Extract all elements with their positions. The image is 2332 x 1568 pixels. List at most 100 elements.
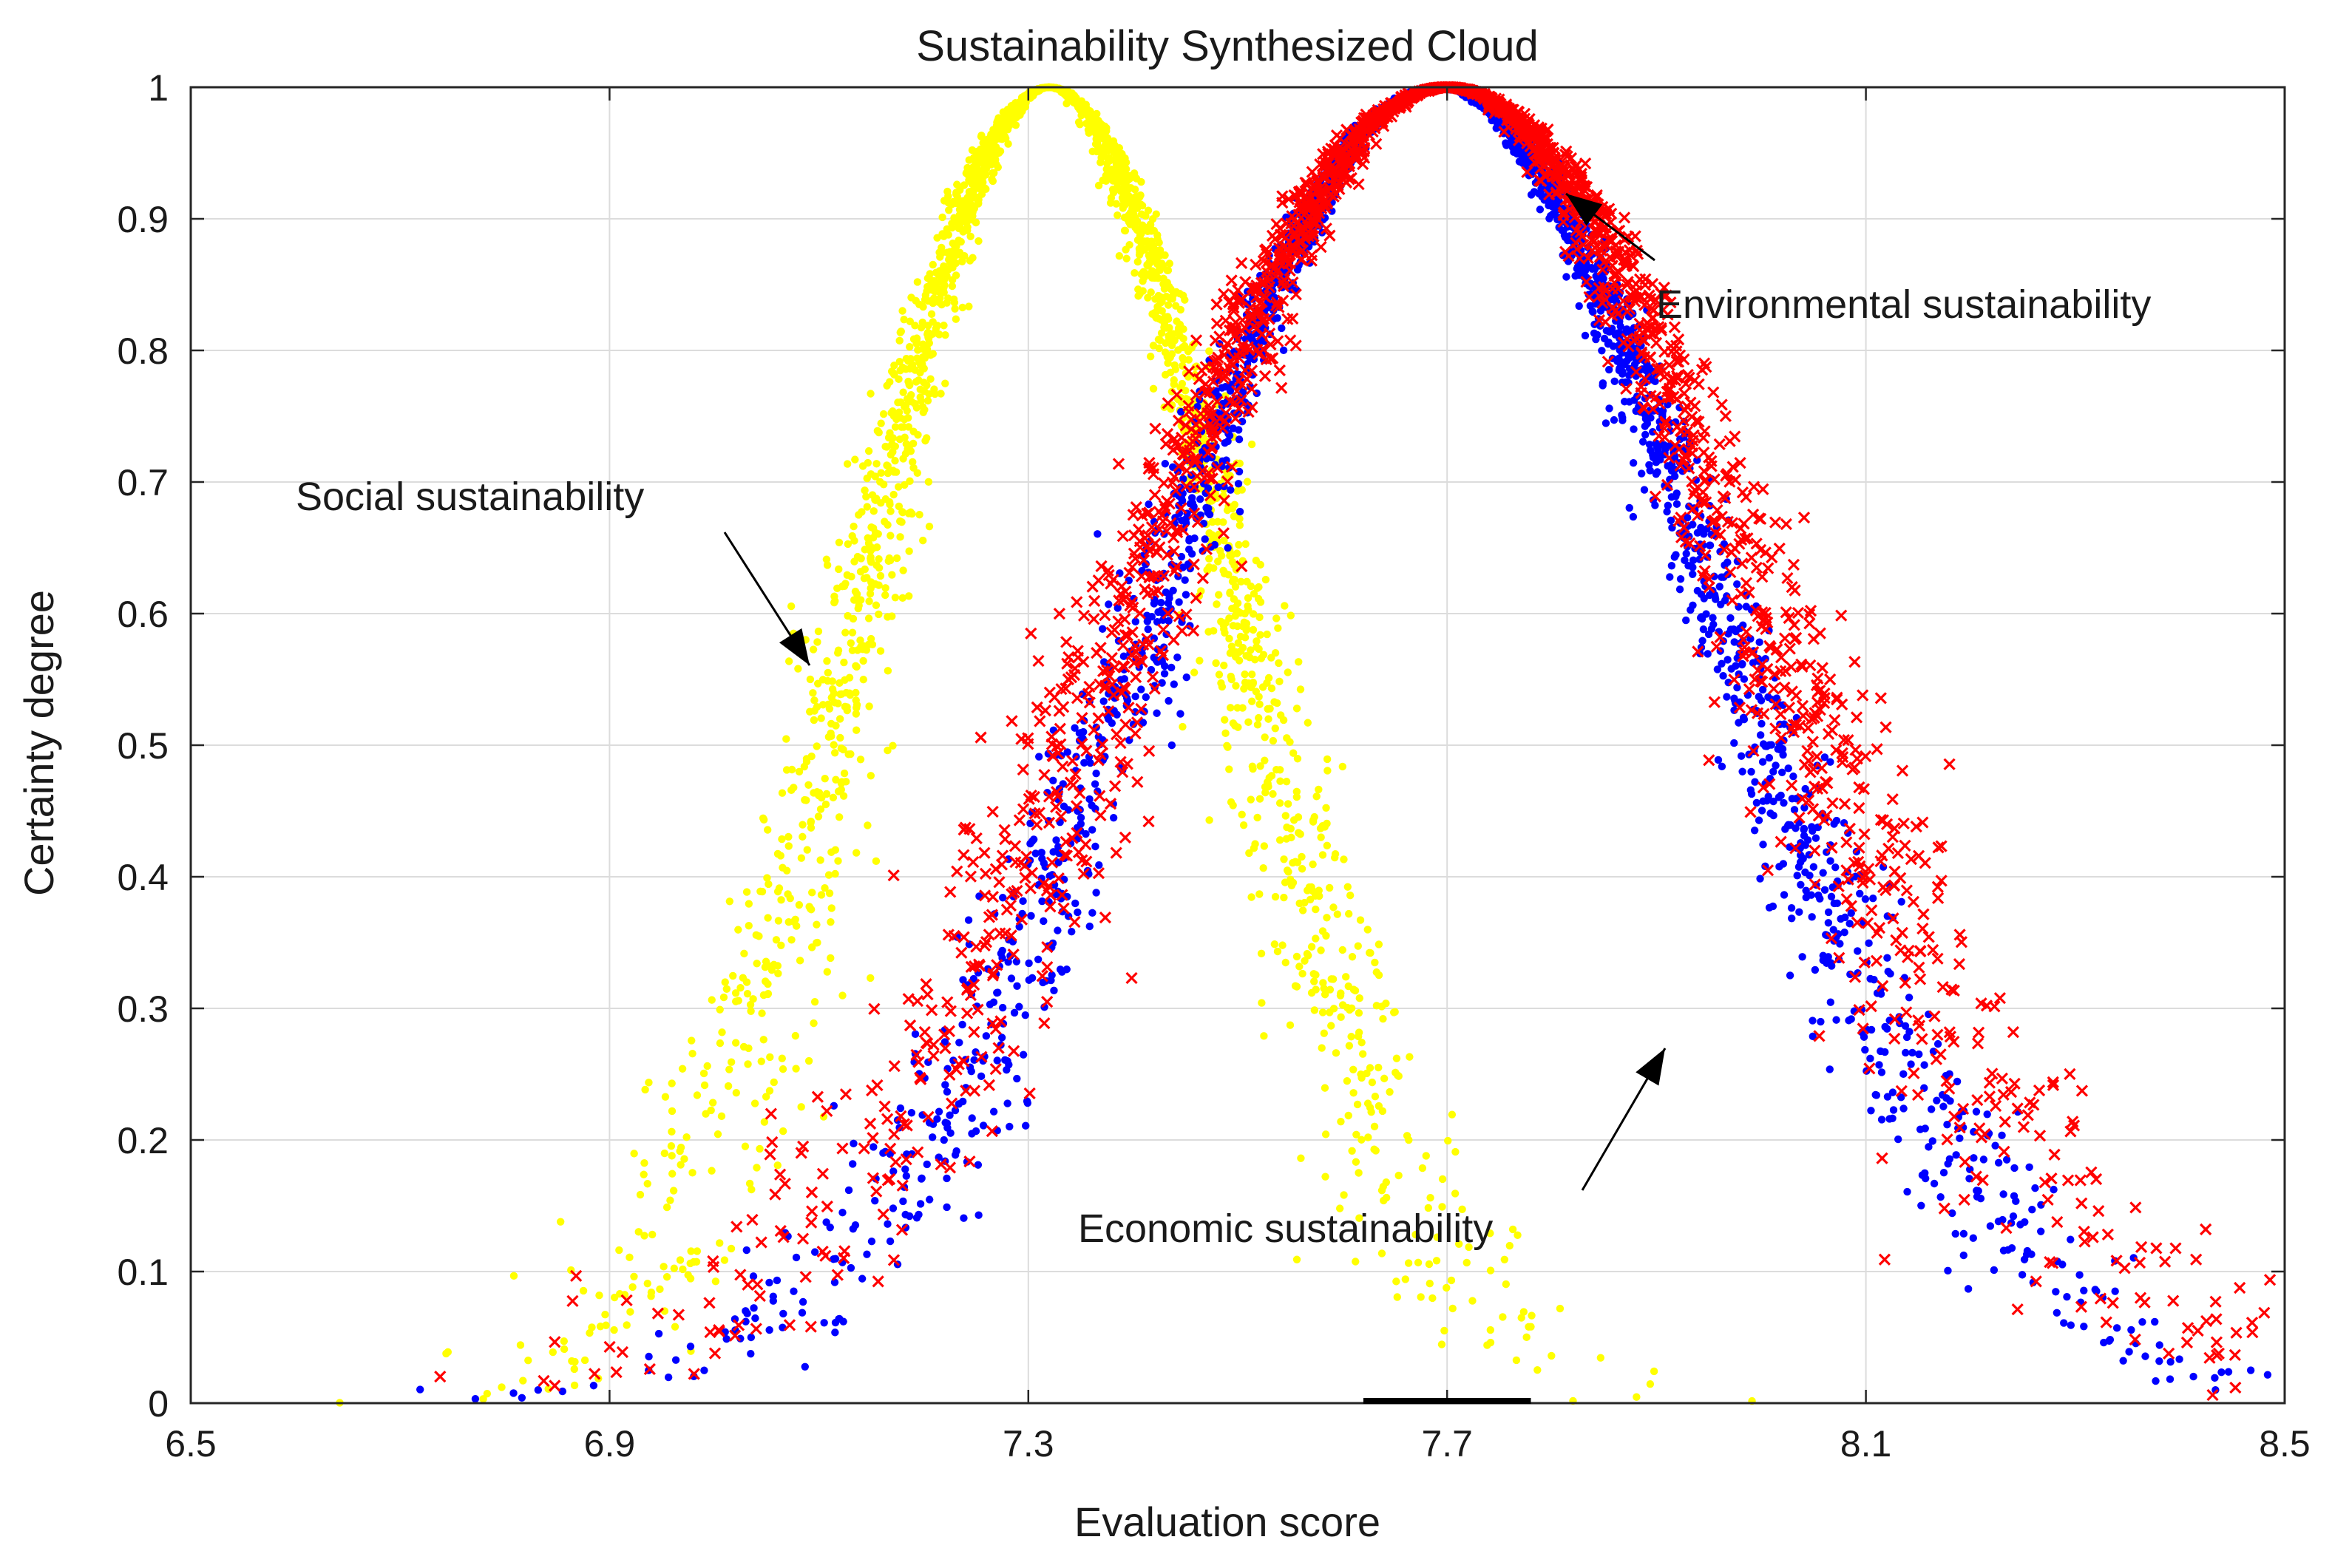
data-point (917, 362, 924, 369)
data-point (1035, 753, 1043, 760)
data-point (1516, 150, 1524, 157)
data-point (510, 1272, 518, 1280)
data-point (1625, 398, 1633, 405)
data-point (1293, 788, 1301, 795)
data-point (839, 746, 847, 753)
data-point (870, 1143, 877, 1150)
data-point (742, 1142, 749, 1150)
data-point (2138, 1318, 2146, 1326)
data-point (1323, 914, 1330, 921)
data-point (2003, 1156, 2010, 1164)
data-point (1934, 1040, 1942, 1048)
data-point (1145, 625, 1152, 633)
data-point (2080, 1323, 2087, 1330)
data-point (1380, 1075, 1388, 1082)
data-point (1149, 215, 1156, 223)
data-point (847, 573, 855, 580)
data-point (1339, 763, 1346, 770)
data-point (747, 1350, 754, 1357)
data-point (1329, 975, 1337, 982)
data-point (1706, 542, 1713, 549)
data-point (921, 354, 929, 362)
data-point (1177, 306, 1184, 313)
data-point (1268, 685, 1275, 692)
data-point (836, 715, 844, 722)
data-point (1269, 790, 1276, 798)
data-point (1077, 814, 1085, 821)
data-point (841, 770, 848, 777)
data-point (1293, 1256, 1301, 1263)
data-point (1229, 801, 1236, 809)
data-point (870, 507, 878, 515)
data-point (1825, 919, 1832, 926)
data-point (1751, 827, 1758, 834)
data-point (668, 1170, 676, 1177)
data-point (840, 659, 847, 666)
data-point (1366, 949, 1373, 957)
data-point (1831, 863, 1839, 871)
data-point (1899, 1104, 1907, 1112)
data-point (901, 403, 908, 410)
data-point (1213, 600, 1220, 608)
data-point (896, 435, 904, 443)
data-point (1908, 1049, 1916, 1056)
data-point (517, 1341, 524, 1348)
data-point (2010, 1212, 2017, 1220)
data-point (734, 926, 742, 933)
data-point (1438, 1340, 1445, 1348)
data-point (854, 553, 861, 560)
data-point (758, 1057, 765, 1065)
data-point (1153, 235, 1161, 242)
data-point (958, 1021, 966, 1028)
data-point (1897, 898, 1905, 906)
data-point (965, 916, 972, 923)
data-point (1984, 1110, 1991, 1118)
data-point (778, 835, 785, 843)
data-point (1468, 1297, 1476, 1304)
data-point (1367, 1108, 1375, 1116)
data-point (1110, 814, 1117, 821)
data-point (1841, 914, 1848, 921)
data-point (756, 888, 764, 895)
data-point (807, 906, 815, 913)
data-point (2166, 1375, 2174, 1382)
data-point (1156, 295, 1164, 302)
data-point (1215, 591, 1222, 598)
data-point (888, 612, 895, 620)
data-point (2052, 1288, 2059, 1295)
data-point (1394, 1293, 1401, 1300)
data-point (1499, 1313, 1506, 1320)
data-point (1318, 1044, 1325, 1051)
data-point (1232, 682, 1239, 689)
data-point (1283, 824, 1290, 831)
data-point (1689, 602, 1696, 609)
data-point (2125, 1348, 2132, 1355)
data-point (940, 288, 948, 296)
data-point (797, 1103, 804, 1110)
data-point (1975, 1187, 1982, 1195)
data-point (1344, 883, 1352, 890)
data-point (644, 1280, 651, 1287)
data-point (1284, 668, 1292, 676)
data-point (1216, 671, 1223, 678)
data-point (665, 1374, 672, 1381)
data-point (1528, 1311, 1535, 1319)
data-point (623, 1321, 631, 1328)
data-point (2141, 1352, 2149, 1360)
data-point (779, 1065, 787, 1073)
data-point (943, 1175, 950, 1182)
data-point (943, 1119, 951, 1127)
data-point (1513, 1357, 1520, 1364)
data-point (894, 398, 901, 406)
data-point (1651, 501, 1658, 509)
data-point (1162, 339, 1169, 347)
data-point (701, 1082, 708, 1089)
data-point (2075, 1271, 2083, 1278)
data-point (1283, 835, 1290, 842)
data-point (1242, 626, 1250, 634)
data-point (977, 149, 984, 157)
data-point (801, 1363, 809, 1371)
data-point (760, 1036, 767, 1043)
data-point (1133, 218, 1141, 225)
data-point (890, 371, 898, 379)
